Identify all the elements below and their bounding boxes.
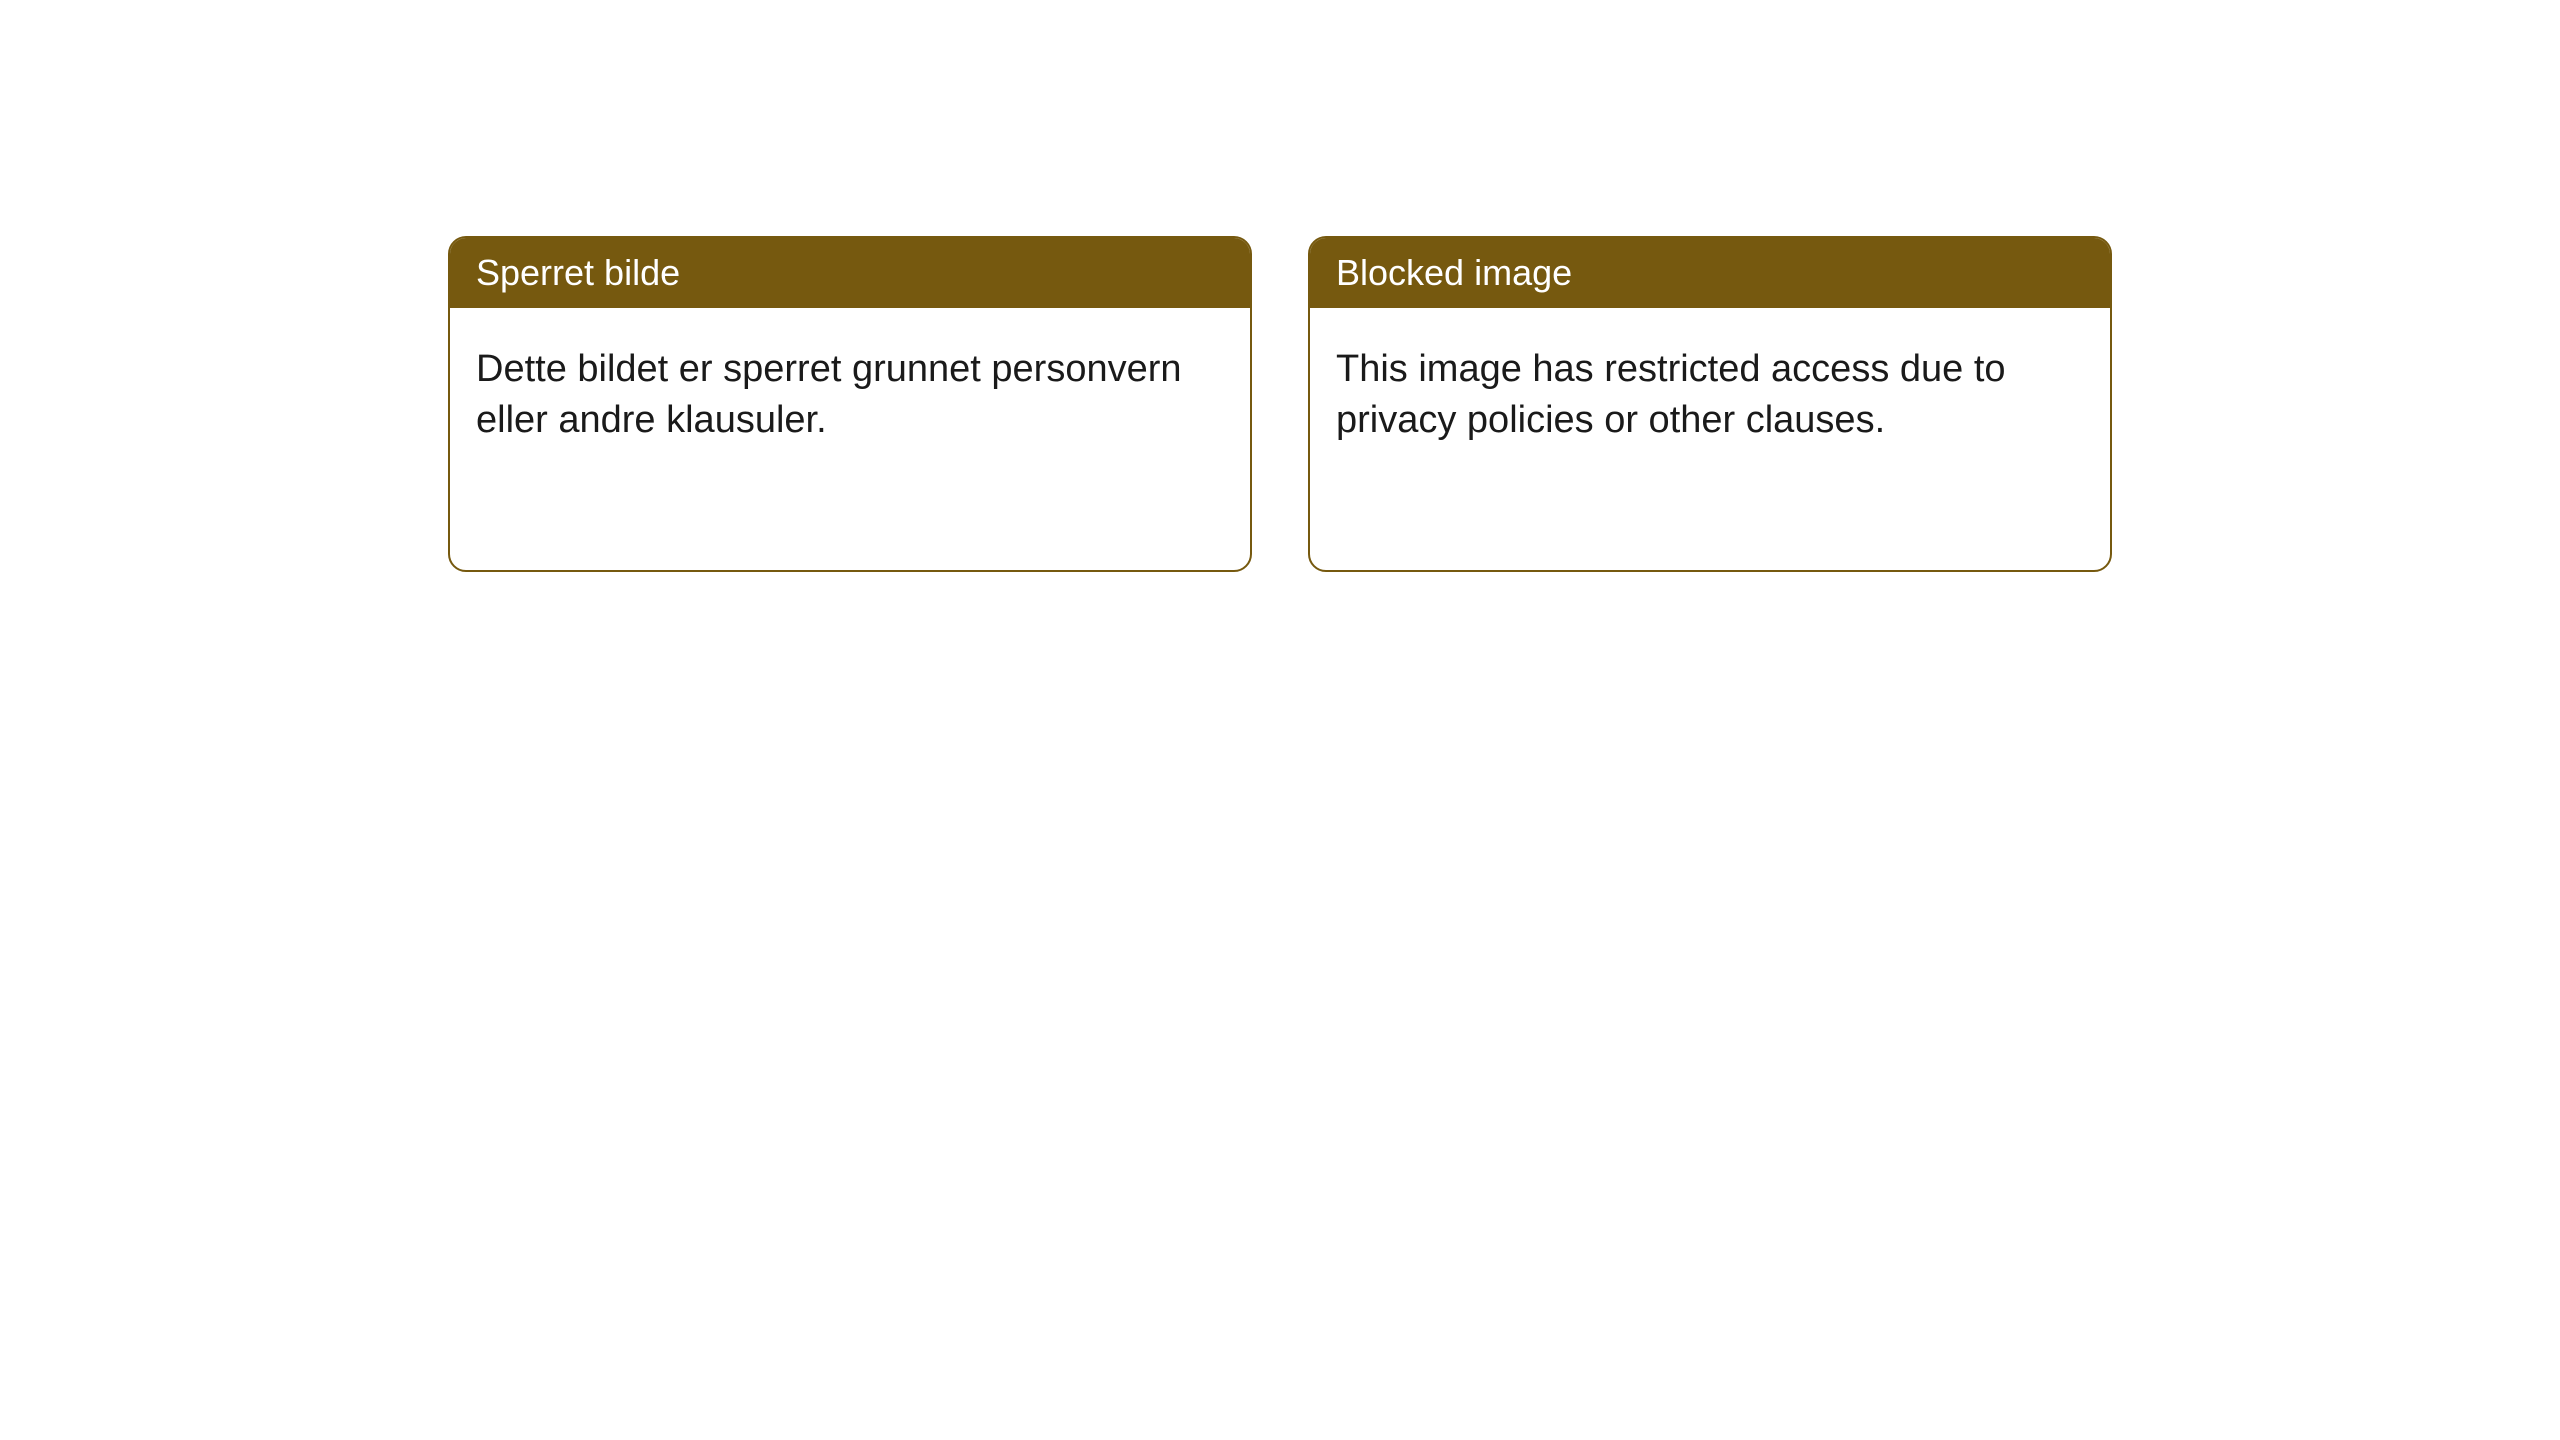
notice-card-norwegian: Sperret bilde Dette bildet er sperret gr… [448, 236, 1252, 572]
notice-card-header: Sperret bilde [450, 238, 1250, 308]
notice-card-title: Sperret bilde [476, 252, 680, 293]
notice-card-text: Dette bildet er sperret grunnet personve… [476, 348, 1182, 441]
notice-container: Sperret bilde Dette bildet er sperret gr… [0, 0, 2560, 572]
notice-card-english: Blocked image This image has restricted … [1308, 236, 2112, 572]
notice-card-body: This image has restricted access due to … [1310, 308, 2110, 483]
notice-card-body: Dette bildet er sperret grunnet personve… [450, 308, 1250, 483]
notice-card-text: This image has restricted access due to … [1336, 348, 2006, 441]
notice-card-header: Blocked image [1310, 238, 2110, 308]
notice-card-title: Blocked image [1336, 252, 1572, 293]
